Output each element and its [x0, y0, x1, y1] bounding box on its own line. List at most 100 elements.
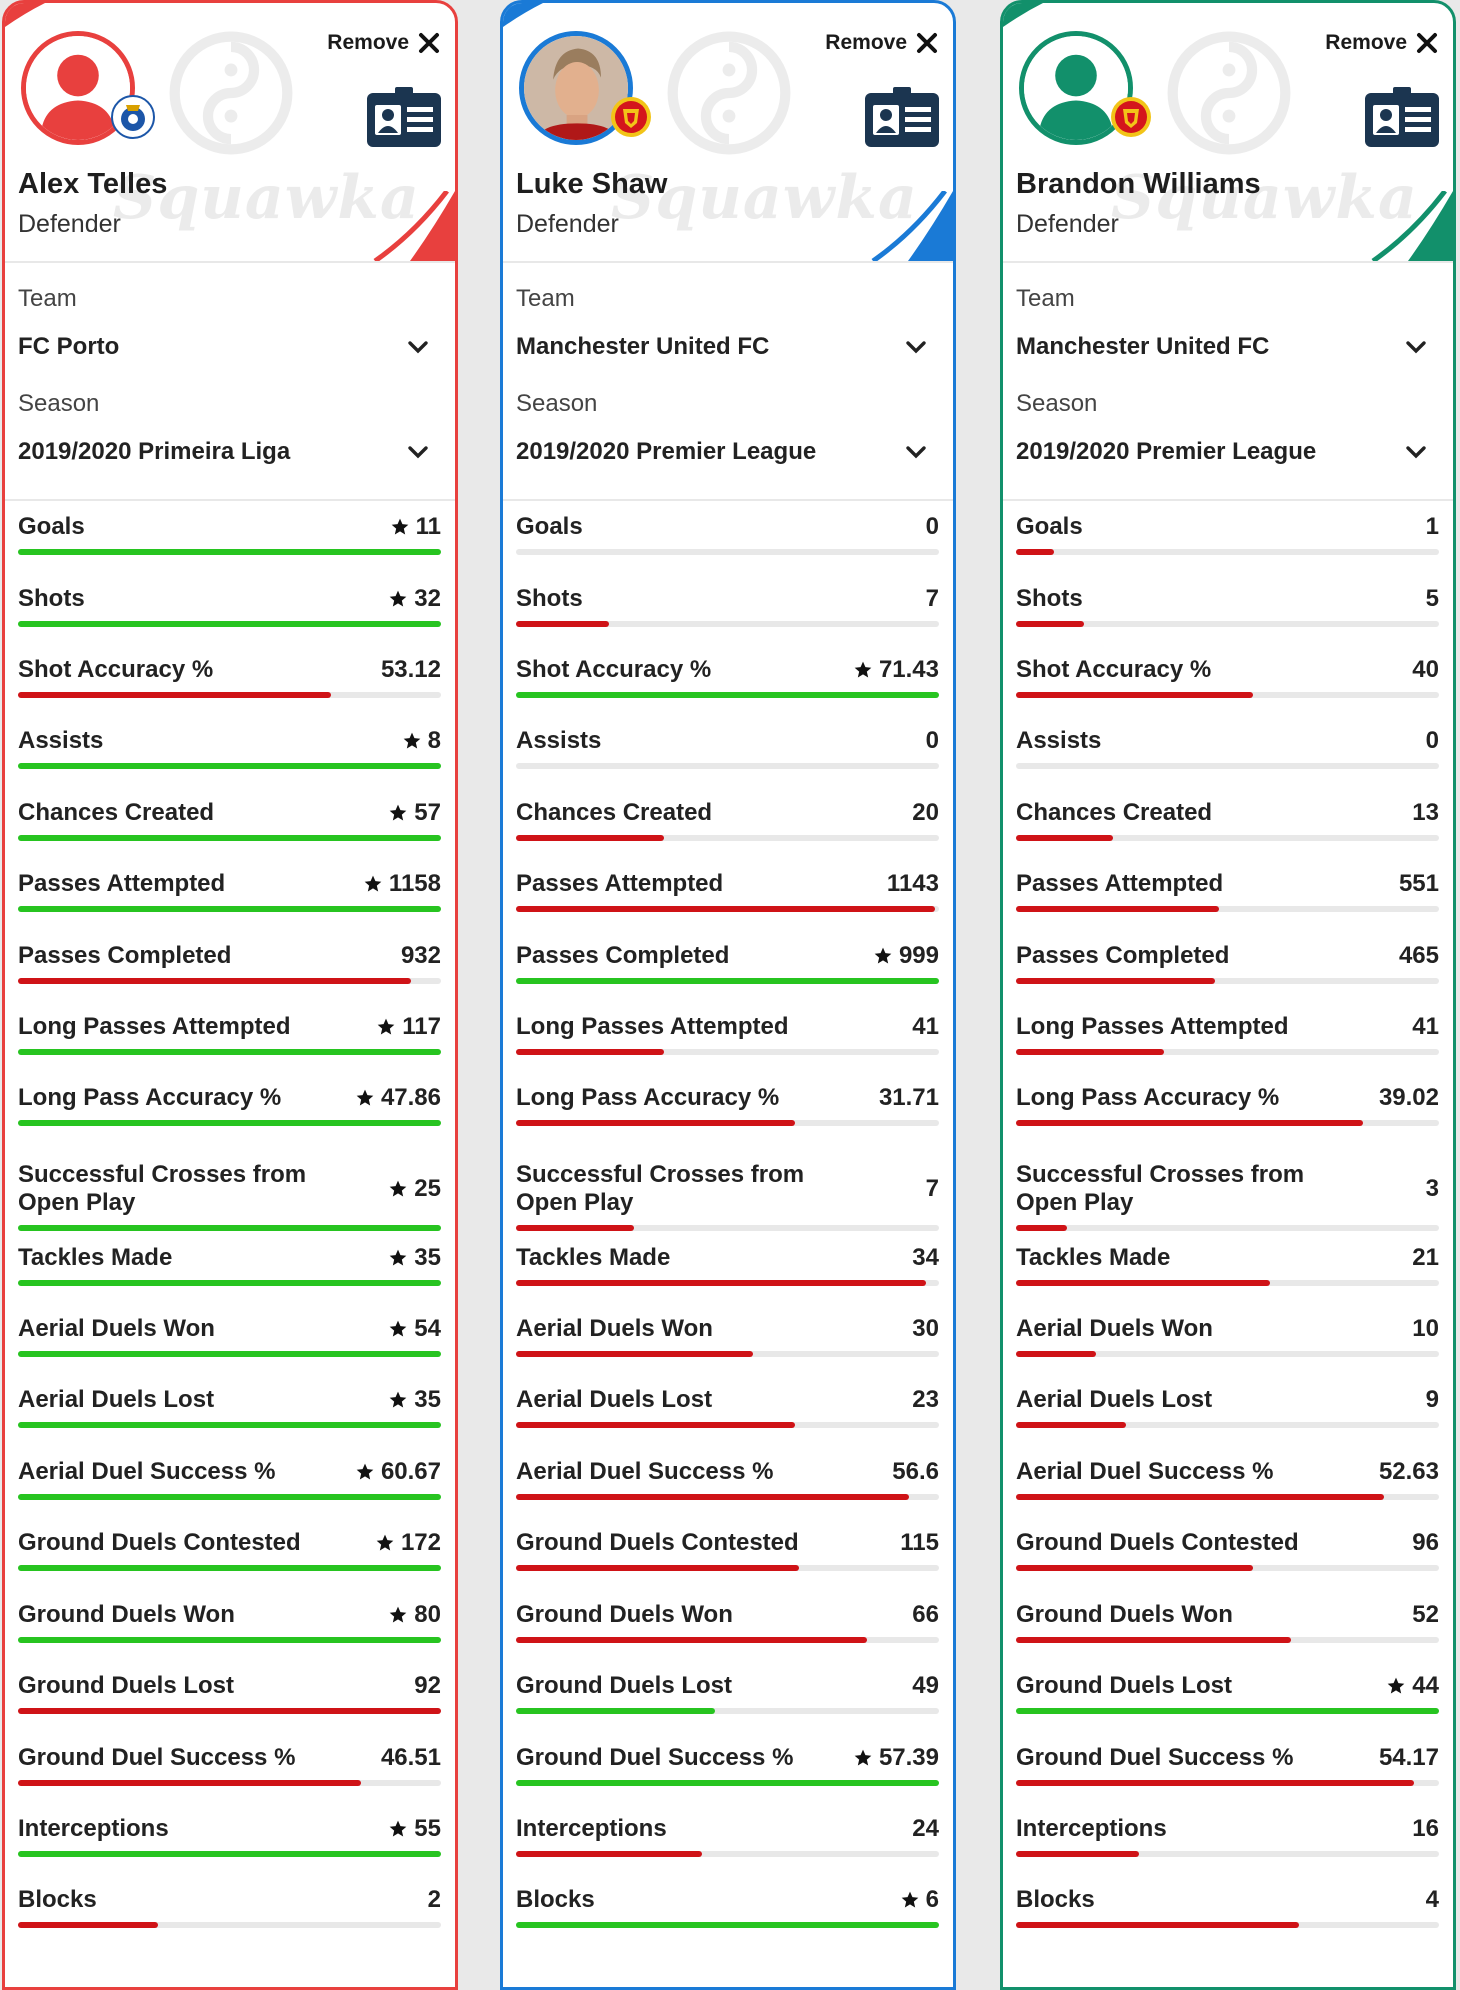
stat-bar-fill: [1016, 1565, 1253, 1571]
stat-row: Successful Crosses from Open Play 3: [1016, 1161, 1439, 1233]
player-profile-button[interactable]: [367, 87, 441, 147]
stat-value: 24: [912, 1815, 939, 1843]
stat-row: Aerial Duels Lost 35: [18, 1386, 441, 1458]
player-name: Brandon Williams: [1016, 168, 1261, 200]
stat-bar-track: [18, 978, 441, 984]
stat-row: Aerial Duels Won 10: [1016, 1315, 1439, 1387]
stat-row: Chances Created 20: [516, 799, 939, 871]
selectors: Team FC Porto Season 2019/2020 Primeira …: [5, 263, 455, 501]
stat-bar-fill: [1016, 1494, 1384, 1500]
stat-value: 80: [388, 1601, 441, 1629]
stat-label: Shots: [516, 585, 583, 612]
team-select[interactable]: Manchester United FC: [516, 333, 939, 361]
stat-value: 71.43: [853, 656, 939, 684]
club-badge: [609, 95, 653, 139]
star-icon: [854, 1749, 872, 1766]
stat-label: Long Passes Attempted: [1016, 1013, 1289, 1040]
stat-bar-fill: [1016, 1851, 1139, 1857]
player-profile-button[interactable]: [865, 87, 939, 147]
star-icon: [1387, 1677, 1405, 1694]
stat-row: Ground Duels Contested 115: [516, 1529, 939, 1601]
stat-bar-fill: [516, 1280, 927, 1286]
stat-row: Aerial Duels Lost 9: [1016, 1386, 1439, 1458]
player-profile-button[interactable]: [1365, 87, 1439, 147]
season-select[interactable]: 2019/2020 Primeira Liga: [18, 438, 441, 466]
remove-label: Remove: [825, 31, 907, 54]
stat-value: 0: [926, 513, 939, 541]
stat-bar-fill: [18, 978, 412, 984]
stat-bar-fill: [1016, 692, 1253, 698]
stat-bar-track: [18, 763, 441, 769]
stat-bar-track: [516, 978, 939, 984]
stat-bar-fill: [516, 1780, 939, 1786]
stat-bar-track: [516, 1494, 939, 1500]
stat-label: Ground Duel Success %: [18, 1744, 296, 1771]
stat-row: Long Passes Attempted 41: [516, 1013, 939, 1085]
stat-value: 35: [388, 1244, 441, 1272]
stat-value: 10: [1412, 1315, 1439, 1343]
team-select[interactable]: Manchester United FC: [1016, 333, 1439, 361]
stat-number: 44: [1412, 1672, 1439, 1699]
team-label: Team: [1016, 285, 1075, 312]
stat-label: Shots: [1016, 585, 1083, 612]
stat-bar-track: [1016, 1120, 1439, 1126]
stat-label: Goals: [18, 513, 85, 540]
stat-bar-track: [1016, 692, 1439, 698]
stat-number: 16: [1412, 1815, 1439, 1842]
stat-row: Ground Duels Won 66: [516, 1601, 939, 1673]
star-icon: [901, 1891, 918, 1908]
stat-value: 21: [1412, 1244, 1439, 1272]
star-icon: [376, 1534, 394, 1551]
stat-number: 41: [912, 1013, 939, 1040]
stat-bar-fill: [18, 1494, 441, 1500]
stat-row: Blocks 2: [18, 1886, 441, 1958]
stat-bar-fill: [516, 1708, 715, 1714]
stat-bar-fill: [1016, 1120, 1363, 1126]
stat-number: 35: [414, 1386, 441, 1413]
stat-value: 56.6: [892, 1458, 939, 1486]
stat-number: 47.86: [380, 1084, 441, 1111]
season-select[interactable]: 2019/2020 Premier League: [1016, 438, 1439, 466]
stat-label: Successful Crosses from Open Play: [18, 1161, 307, 1216]
stat-label: Chances Created: [18, 799, 215, 826]
stat-number: 24: [912, 1815, 939, 1842]
stat-label: Passes Attempted: [18, 870, 226, 897]
stat-value: 172: [375, 1529, 441, 1557]
id-card-icon: [865, 87, 939, 147]
stat-label: Passes Completed: [18, 942, 232, 969]
stat-bar-track: [18, 1351, 441, 1357]
accent-swoosh: [871, 191, 953, 261]
stat-number: 54.17: [1378, 1744, 1439, 1771]
stat-row: Aerial Duels Won 30: [516, 1315, 939, 1387]
player-avatar: [1019, 31, 1133, 145]
stat-label: Passes Completed: [1016, 942, 1230, 969]
season-label: Season: [1016, 390, 1098, 417]
stat-bar-fill: [18, 549, 441, 555]
stat-row: Interceptions 55: [18, 1815, 441, 1887]
stat-bar-track: [18, 1225, 441, 1231]
close-icon: [917, 33, 937, 53]
stat-bar-fill: [18, 1422, 441, 1428]
stat-number: 56.6: [892, 1458, 939, 1485]
stat-value: 9: [1426, 1386, 1439, 1414]
stat-label: Aerial Duels Lost: [1016, 1386, 1213, 1413]
stat-bar-track: [1016, 1565, 1439, 1571]
stat-label: Ground Duels Contested: [1016, 1529, 1299, 1556]
stat-label: Successful Crosses from Open Play: [1016, 1161, 1305, 1216]
accent-stripe: [503, 3, 543, 27]
team-select[interactable]: FC Porto: [18, 333, 441, 361]
stat-value: 41: [1412, 1013, 1439, 1041]
stat-bar-track: [1016, 1422, 1439, 1428]
stat-value: 465: [1399, 942, 1439, 970]
chevron-down-icon: [1406, 341, 1426, 354]
star-icon: [854, 661, 872, 678]
remove-button[interactable]: Remove: [825, 31, 939, 55]
stat-label: Ground Duels Contested: [516, 1529, 799, 1556]
stat-label: Long Passes Attempted: [516, 1013, 789, 1040]
stat-number: 0: [925, 513, 939, 540]
star-icon: [389, 1391, 407, 1408]
remove-button[interactable]: Remove: [1325, 31, 1439, 55]
season-select[interactable]: 2019/2020 Premier League: [516, 438, 939, 466]
remove-button[interactable]: Remove: [327, 31, 441, 55]
stat-bar-fill: [1016, 1780, 1414, 1786]
